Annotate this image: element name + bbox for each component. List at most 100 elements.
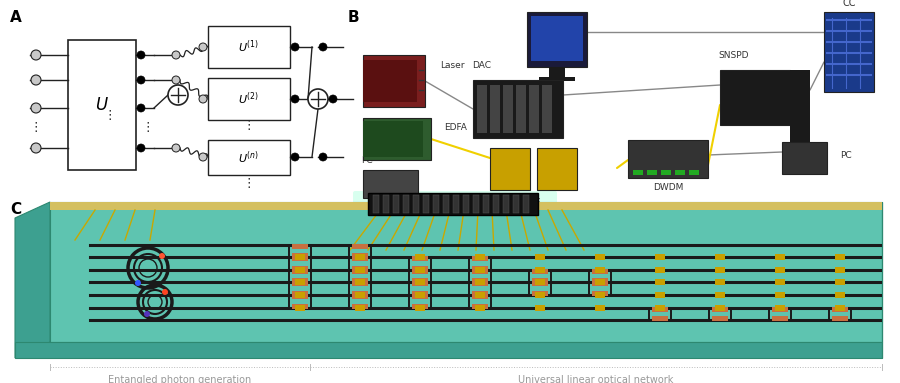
Bar (835, 305, 845, 311)
Circle shape (137, 144, 145, 152)
Bar (537, 148, 577, 190)
Bar (775, 254, 785, 260)
Bar (772, 307, 788, 312)
Bar (475, 292, 485, 298)
Text: Entangled photon generation: Entangled photon generation (108, 375, 252, 383)
Bar (477, 85, 487, 133)
Bar (595, 254, 605, 260)
Bar (355, 305, 365, 311)
Bar (409, 270, 431, 282)
Bar (349, 245, 371, 257)
Circle shape (137, 51, 145, 59)
Circle shape (31, 143, 41, 153)
Bar (490, 85, 500, 133)
Bar (595, 279, 605, 285)
Bar (415, 254, 425, 260)
Text: ⋮: ⋮ (30, 121, 42, 134)
Circle shape (31, 103, 41, 113)
Bar (352, 244, 368, 249)
Circle shape (172, 144, 180, 152)
Bar (363, 60, 417, 102)
Bar (473, 195, 479, 213)
Bar (292, 253, 308, 258)
Bar (363, 118, 431, 160)
Text: $U^{(n)}$: $U^{(n)}$ (238, 149, 259, 166)
Bar (443, 195, 449, 213)
Bar (383, 195, 389, 213)
Bar (832, 316, 848, 321)
Text: DAC: DAC (472, 61, 491, 70)
Bar (715, 292, 725, 298)
Circle shape (31, 50, 41, 60)
Bar (535, 305, 545, 311)
Bar (349, 270, 371, 282)
Bar (592, 269, 608, 274)
Bar (68, 40, 136, 170)
Circle shape (31, 75, 41, 85)
Bar (649, 308, 671, 320)
Bar (539, 77, 575, 81)
Bar (549, 67, 565, 77)
Bar (292, 291, 308, 296)
Text: ⋮: ⋮ (243, 177, 256, 190)
Bar (355, 254, 365, 260)
Bar (412, 281, 428, 286)
Bar (503, 195, 509, 213)
Bar (595, 267, 605, 273)
Bar (352, 253, 368, 258)
Bar (363, 55, 425, 107)
Circle shape (135, 280, 141, 286)
Circle shape (319, 43, 327, 51)
Bar (289, 282, 311, 295)
Bar (412, 294, 428, 299)
Bar (472, 291, 488, 296)
Bar (292, 281, 308, 286)
Bar (483, 195, 489, 213)
Bar (415, 279, 425, 285)
Bar (352, 278, 368, 283)
Bar (493, 195, 499, 213)
Bar (292, 256, 308, 261)
Bar (409, 282, 431, 295)
Text: OS: OS (528, 198, 542, 207)
Bar (633, 170, 643, 175)
Bar (769, 308, 791, 320)
Polygon shape (15, 202, 50, 358)
Bar (824, 12, 874, 92)
Bar (409, 257, 431, 270)
Bar (295, 254, 305, 260)
Bar (412, 269, 428, 274)
Bar (532, 269, 548, 274)
Bar (423, 195, 429, 213)
Bar (516, 85, 526, 133)
Bar (647, 170, 657, 175)
Bar (292, 294, 308, 299)
Bar (829, 308, 851, 320)
Bar (490, 148, 530, 190)
Circle shape (308, 89, 328, 109)
Circle shape (172, 51, 180, 59)
Text: $U^{(1)}$: $U^{(1)}$ (238, 39, 259, 55)
Circle shape (137, 104, 145, 112)
Text: $U^{(2)}$: $U^{(2)}$ (238, 91, 259, 107)
Bar (295, 305, 305, 311)
Circle shape (291, 153, 299, 161)
Bar (652, 307, 668, 312)
Bar (529, 282, 551, 295)
Bar (352, 281, 368, 286)
Bar (50, 202, 882, 210)
Bar (775, 292, 785, 298)
Bar (469, 257, 491, 270)
Circle shape (168, 85, 188, 105)
Text: PC: PC (361, 156, 373, 165)
Circle shape (329, 95, 337, 103)
Bar (529, 270, 551, 282)
Bar (208, 26, 290, 68)
Bar (295, 292, 305, 298)
Bar (775, 279, 785, 285)
Bar (415, 267, 425, 273)
Text: ⋮: ⋮ (243, 118, 256, 131)
Bar (835, 292, 845, 298)
Polygon shape (15, 342, 882, 358)
Bar (535, 254, 545, 260)
